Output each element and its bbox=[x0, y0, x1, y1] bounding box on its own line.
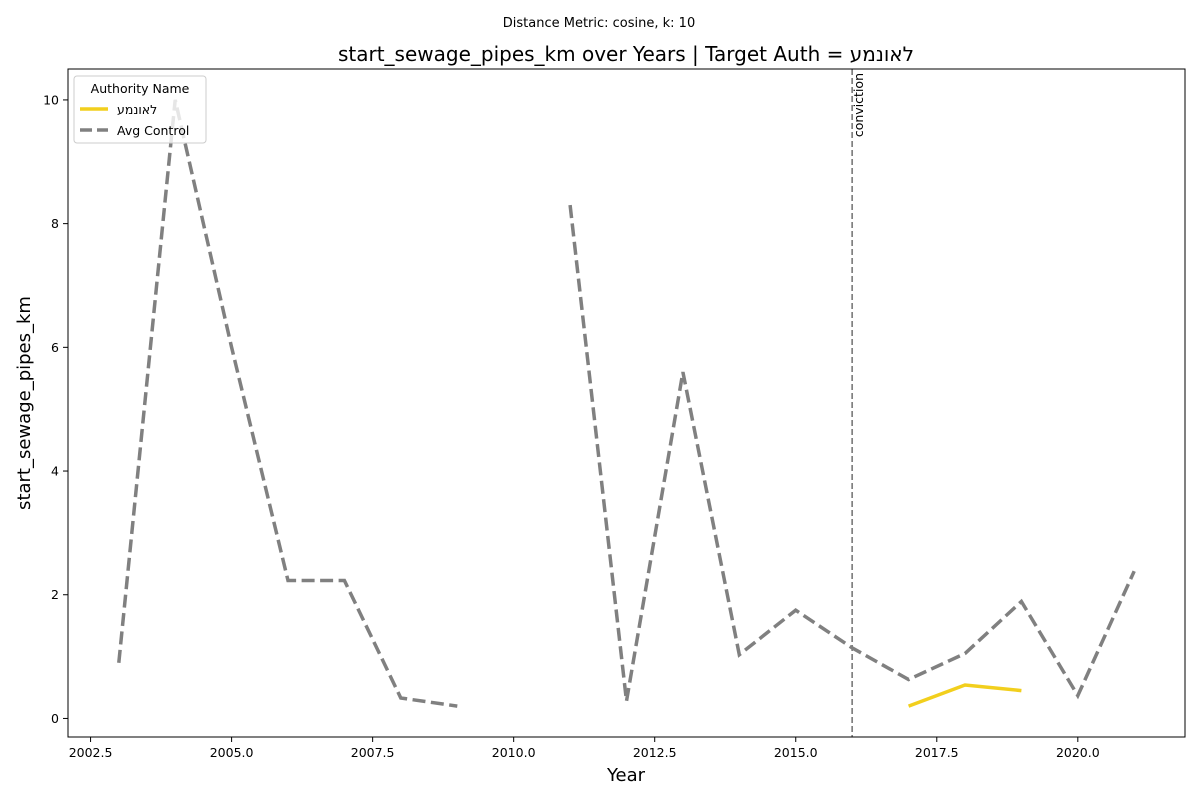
y-tick-label: 0 bbox=[51, 711, 59, 726]
legend-box bbox=[73, 75, 207, 144]
x-tick-label: 2015.0 bbox=[774, 745, 818, 760]
y-tick-label: 4 bbox=[51, 464, 59, 479]
y-tick-label: 2 bbox=[51, 587, 59, 602]
y-axis-label: start_sewage_pipes_km bbox=[14, 296, 35, 510]
legend: Authority Name לאונמע Avg Control bbox=[73, 75, 207, 144]
x-tick-label: 2005.0 bbox=[210, 745, 254, 760]
y-tick-label: 10 bbox=[43, 92, 59, 107]
chart-title: start_sewage_pipes_km over Years | Targe… bbox=[338, 42, 914, 66]
x-tick-label: 2007.5 bbox=[351, 745, 395, 760]
legend-label-avg-control: Avg Control bbox=[117, 123, 189, 138]
conviction-label: conviction bbox=[851, 73, 866, 137]
x-tick-label: 2017.5 bbox=[915, 745, 959, 760]
x-tick-label: 2002.5 bbox=[69, 745, 113, 760]
plot-frame bbox=[67, 68, 1186, 738]
x-tick-label: 2020.0 bbox=[1056, 745, 1100, 760]
legend-label-target: לאונמע bbox=[117, 102, 157, 117]
x-axis-label: Year bbox=[606, 765, 646, 786]
chart-suptitle: Distance Metric: cosine, k: 10 bbox=[503, 16, 695, 31]
plot-area: conviction bbox=[117, 69, 1136, 737]
x-tick-label: 2010.0 bbox=[492, 745, 536, 760]
y-tick-label: 8 bbox=[51, 216, 59, 231]
x-axis: 2002.5 2005.0 2007.5 2010.0 2012.5 2015.0 2017… bbox=[69, 737, 1100, 760]
series-line-avg-control bbox=[117, 99, 458, 708]
x-tick-label: 2012.5 bbox=[633, 745, 677, 760]
legend-title: Authority Name bbox=[91, 81, 190, 96]
y-tick-label: 6 bbox=[51, 340, 59, 355]
series-line-target-authority bbox=[907, 683, 1022, 708]
y-axis: 0 2 4 6 8 10 bbox=[43, 92, 68, 726]
